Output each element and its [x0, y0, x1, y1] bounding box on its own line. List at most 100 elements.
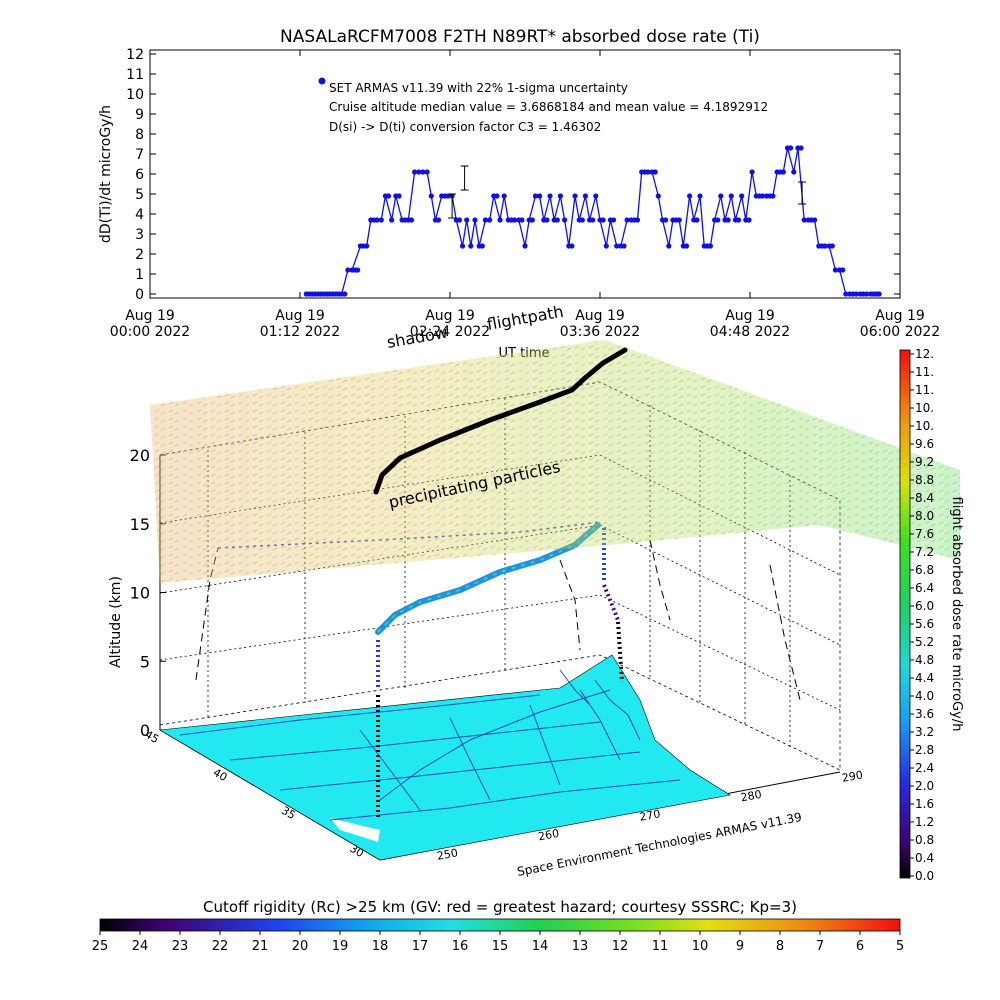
- dose-colorbar-tick-label: 8.0: [915, 509, 934, 523]
- rigidity-colorbar-tick-label: 6: [856, 939, 864, 954]
- y-tick-label: 2: [135, 247, 144, 263]
- data-point: [687, 193, 693, 199]
- data-point: [728, 193, 734, 199]
- dose-colorbar-tick-label: 8.4: [915, 491, 934, 505]
- rigidity-colorbar-tick-label: 24: [132, 939, 149, 954]
- data-point: [582, 193, 589, 199]
- dose-colorbar-tick-label: 7.2: [915, 545, 934, 559]
- data-point: [593, 193, 599, 199]
- x-tick-label-date: Aug 19: [725, 308, 775, 324]
- x-tick-label-date: Aug 19: [275, 308, 325, 324]
- ascent-descent-columns: [376, 528, 624, 820]
- data-point: [532, 193, 539, 199]
- data-point: [408, 217, 415, 223]
- dose-colorbar-title: flight absorbed dose rate microGy/h: [949, 497, 964, 732]
- x-tick-label-date: Aug 19: [875, 308, 925, 324]
- rigidity-colorbar-tick-label: 5: [896, 939, 904, 954]
- data-point: [378, 217, 384, 223]
- data-point: [600, 217, 606, 223]
- data-point: [459, 243, 466, 249]
- data-point: [676, 217, 682, 223]
- x-tick-label-time: 00:00 2022: [110, 324, 190, 340]
- latitude-tick-label: 40: [211, 766, 230, 784]
- data-point: [435, 217, 442, 223]
- rigidity-colorbar-tick-label: 20: [292, 939, 309, 954]
- legend-text: SET ARMAS v11.39 with 22% 1-sigma uncert…: [329, 81, 628, 95]
- longitude-tick-label: 290: [841, 768, 864, 784]
- rigidity-colorbar-tick-label: 14: [532, 939, 549, 954]
- data-point: [840, 267, 846, 273]
- dose-colorbar-tick-label: 10.: [915, 401, 934, 415]
- data-point: [554, 217, 560, 223]
- data-point: [864, 291, 870, 297]
- altitude-tick-label: 20: [130, 446, 150, 465]
- rigidity-colorbar-tick-label: 19: [332, 939, 349, 954]
- dose-colorbar-tick-label: 4.8: [915, 653, 934, 667]
- data-point: [694, 217, 700, 223]
- y-tick-label: 0: [135, 287, 144, 303]
- x-tick-label-time: 06:00 2022: [860, 324, 940, 340]
- dose-colorbar-tick-label: 7.6: [915, 527, 934, 541]
- dose-colorbar-tick-label: 6.4: [915, 581, 934, 595]
- x-tick-label-date: Aug 19: [125, 308, 175, 324]
- longitude-tick-label: 250: [436, 846, 459, 862]
- dose-colorbar-tick-label: 9.6: [915, 437, 934, 451]
- data-point: [420, 169, 426, 175]
- data-point: [511, 217, 518, 223]
- y-tick-label: 6: [135, 167, 144, 183]
- data-point: [374, 217, 380, 223]
- y-tick-label: 4: [135, 207, 144, 223]
- rigidity-colorbar-ticks: 25 24 23 22 21 20 19 18 17 16 15 14 13 12 11 10 9 8 7 6 5: [92, 931, 904, 954]
- dose-colorbar-tick-label: 6.0: [915, 599, 934, 613]
- dose-colorbar-tick-label: 11.: [915, 383, 934, 397]
- x-tick-label-date: Aug 19: [425, 308, 475, 324]
- data-point: [482, 217, 488, 223]
- dose-colorbar-tick-label: 3.2: [915, 725, 934, 739]
- y-tick-label: 12: [126, 47, 144, 63]
- altitude-tick-label: 0: [140, 721, 150, 740]
- rigidity-colorbar-tick-label: 12: [612, 939, 629, 954]
- data-point: [791, 169, 797, 175]
- data-point: [428, 193, 434, 199]
- dose-colorbar-tick-label: 0.4: [915, 851, 934, 865]
- data-point: [843, 291, 849, 297]
- altitude-axis-label: Altitude (km): [108, 576, 124, 668]
- data-point: [621, 243, 627, 249]
- dose-colorbar-tick-label: 0.0: [915, 869, 934, 883]
- data-point: [770, 193, 776, 199]
- data-point: [412, 169, 418, 175]
- data-point: [472, 217, 478, 223]
- altitude-tick-label: 15: [130, 515, 150, 534]
- x-tick-label-date: Aug 19: [575, 308, 625, 324]
- data-point: [519, 217, 525, 223]
- dose-colorbar-tick-label: 0.8: [915, 833, 934, 847]
- data-point: [715, 217, 721, 223]
- data-point: [547, 193, 553, 199]
- data-point: [501, 193, 507, 199]
- flightpath-label: flightpath: [485, 302, 565, 334]
- data-point: [544, 217, 550, 223]
- x-tick-label-time: 02:24 2022: [410, 324, 490, 340]
- data-point: [396, 193, 402, 199]
- longitude-tick-label: 260: [537, 827, 560, 843]
- data-point: [464, 217, 470, 223]
- latitude-tick-label: 30: [347, 842, 366, 860]
- dose-colorbar-tick-label: 4.0: [915, 689, 934, 703]
- data-point: [812, 217, 818, 223]
- dose-colorbar: 12. 11. 11. 10. 10. 9.6 9.2 8.8 8.4 8.0 7.6 7.2 6.8 6…: [899, 347, 964, 883]
- data-point: [424, 169, 430, 175]
- map-borders: [179, 669, 681, 821]
- data-point: [829, 243, 835, 249]
- data-point: [697, 193, 703, 199]
- data-point: [389, 217, 395, 223]
- y-tick-label: 1: [135, 267, 144, 283]
- data-point: [522, 243, 528, 249]
- altitude-tick-label: 10: [130, 584, 150, 603]
- data-point: [683, 243, 690, 249]
- dose-colorbar-gradient: [899, 349, 911, 879]
- data-point: [801, 217, 807, 223]
- dose-colorbar-tick-label: 6.8: [915, 563, 934, 577]
- latitude-tick-label: 35: [279, 804, 298, 822]
- rigidity-colorbar-tick-label: 15: [492, 939, 509, 954]
- altitude-3d-plot: 0 5 10 15 20 Altitude (km): [108, 302, 960, 879]
